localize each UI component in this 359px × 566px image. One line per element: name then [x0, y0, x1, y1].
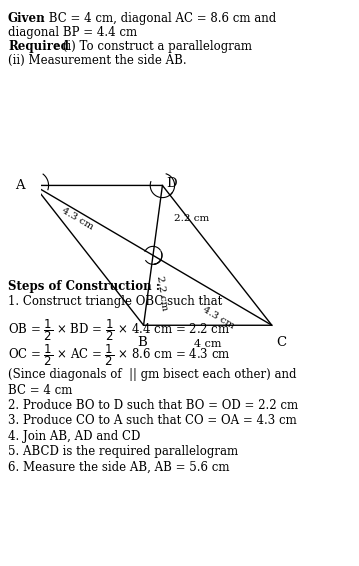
- Text: BC = 4 cm: BC = 4 cm: [8, 384, 73, 397]
- Text: : BC = 4 cm, diagonal AC = 8.6 cm and: : BC = 4 cm, diagonal AC = 8.6 cm and: [41, 12, 276, 25]
- Text: OC = $\dfrac{1}{2}$ × AC = $\dfrac{1}{2}$ × 8.6 cm = 4.3 cm: OC = $\dfrac{1}{2}$ × AC = $\dfrac{1}{2}…: [8, 342, 230, 368]
- Text: 3. Produce CO to A such that CO = OA = 4.3 cm: 3. Produce CO to A such that CO = OA = 4…: [8, 414, 297, 427]
- Text: : (i) To construct a parallelogram: : (i) To construct a parallelogram: [55, 40, 252, 53]
- Text: 4. Join AB, AD and CD: 4. Join AB, AD and CD: [8, 430, 140, 443]
- Text: 1. Construct triangle OBC such that: 1. Construct triangle OBC such that: [8, 295, 222, 308]
- Text: OB = $\dfrac{1}{2}$ × BD = $\dfrac{1}{2}$ × 4.4 cm = 2.2 cm: OB = $\dfrac{1}{2}$ × BD = $\dfrac{1}{2}…: [8, 317, 230, 342]
- Text: 2. Produce BO to D such that BO = OD = 2.2 cm: 2. Produce BO to D such that BO = OD = 2…: [8, 399, 298, 412]
- Text: (ii) Measurement the side AB.: (ii) Measurement the side AB.: [8, 54, 187, 67]
- Text: Steps of Construction :: Steps of Construction :: [8, 280, 160, 293]
- Text: Required: Required: [8, 40, 69, 53]
- Text: 4 cm: 4 cm: [194, 338, 222, 349]
- Text: diagonal BP = 4.4 cm: diagonal BP = 4.4 cm: [8, 26, 137, 39]
- Text: 5. ABCD is the required parallelogram: 5. ABCD is the required parallelogram: [8, 445, 238, 458]
- Text: B: B: [137, 336, 147, 349]
- Text: C: C: [277, 336, 287, 349]
- Text: 4.3 cm: 4.3 cm: [201, 305, 236, 331]
- Text: 4.3 cm: 4.3 cm: [60, 206, 95, 231]
- Text: A: A: [15, 179, 25, 192]
- Text: 6. Measure the side AB, AB = 5.6 cm: 6. Measure the side AB, AB = 5.6 cm: [8, 461, 229, 474]
- Text: D: D: [166, 177, 177, 190]
- Text: 2.2 cm: 2.2 cm: [155, 276, 169, 312]
- Text: (Since diagonals of  || gm bisect each other) and: (Since diagonals of || gm bisect each ot…: [8, 368, 297, 381]
- Text: Given: Given: [8, 12, 46, 25]
- Text: 2.2 cm: 2.2 cm: [174, 215, 209, 223]
